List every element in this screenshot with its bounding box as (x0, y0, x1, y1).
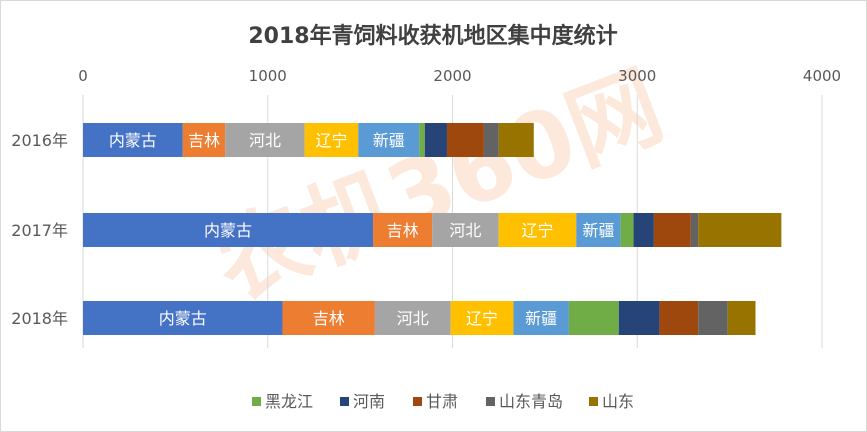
bar-segment (698, 301, 728, 335)
y-category-label: 2016年 (11, 131, 68, 150)
bar-segment (620, 213, 634, 247)
bar-data-label: 新疆 (373, 131, 405, 150)
y-category-label: 2017年 (11, 221, 68, 240)
bar-segment (446, 123, 484, 157)
bar-segment (568, 301, 619, 335)
bar-segment (304, 123, 359, 157)
bar-segment (483, 123, 499, 157)
bar-segment (83, 301, 283, 335)
bar-data-label: 吉林 (313, 309, 345, 328)
legend-label: 山东青岛 (499, 392, 563, 411)
legend-item: 黑龙江 (252, 392, 313, 411)
bar-segment (727, 301, 756, 335)
bar-data-label: 河北 (249, 131, 281, 150)
x-tick-label: 4000 (803, 67, 841, 85)
legend: 黑龙江 河南 甘肃 山东青岛 山东 (252, 392, 634, 411)
bar-data-label: 内蒙古 (159, 309, 207, 328)
bar-segment (419, 123, 425, 157)
bar-segment (659, 301, 699, 335)
bar-segment (498, 213, 577, 247)
bar-data-label: 辽宁 (521, 221, 553, 240)
bar-segment (576, 213, 621, 247)
legend-item: 山东 (589, 392, 634, 411)
bar-segment (633, 213, 654, 247)
bar-data-label: 吉林 (188, 131, 220, 150)
bar-data-label: 辽宁 (315, 131, 347, 150)
bar-row: 内蒙古 吉林 河北 辽宁 新疆 (83, 301, 756, 335)
legend-label: 甘肃 (426, 392, 458, 411)
bar-segment (83, 123, 183, 157)
bar-segment (182, 123, 226, 157)
bar-data-label: 河北 (449, 221, 481, 240)
bar-data-label: 新疆 (525, 309, 557, 328)
x-axis-ticks: 0 1000 2000 3000 4000 (78, 67, 841, 85)
bar-segment (424, 123, 447, 157)
bar-segment (690, 213, 699, 247)
watermark-text: 农机360网 (201, 52, 676, 320)
legend-item: 河南 (340, 392, 385, 411)
bar-data-label: 吉林 (387, 221, 419, 240)
y-category-label: 2018年 (11, 309, 68, 328)
bar-segment (225, 123, 305, 157)
bar-data-label: 内蒙古 (109, 131, 157, 150)
legend-swatch (413, 397, 422, 406)
legend-swatch (340, 397, 349, 406)
legend-item: 甘肃 (413, 392, 458, 411)
legend-swatch (252, 397, 261, 406)
legend-label: 黑龙江 (265, 392, 313, 411)
bar-data-label: 辽宁 (466, 309, 498, 328)
bar-segment (618, 301, 660, 335)
legend-swatch (486, 397, 495, 406)
bar-segment (282, 301, 375, 335)
bar-row: 内蒙古 吉林 河北 辽宁 新疆 (83, 123, 534, 157)
legend-label: 山东 (602, 392, 634, 411)
bar-segment (358, 123, 420, 157)
bar-segment (450, 301, 514, 335)
bar-data-label: 新疆 (582, 221, 614, 240)
chart-title: 2018年青饲料收获机地区集中度统计 (248, 23, 617, 49)
bar-segment (432, 213, 499, 247)
x-tick-label: 1000 (249, 67, 287, 85)
bar-segment (374, 301, 451, 335)
x-tick-label: 2000 (433, 67, 471, 85)
bar-segment (513, 301, 569, 335)
bar-segment (498, 123, 534, 157)
x-tick-label: 3000 (618, 67, 656, 85)
bar-segment (653, 213, 691, 247)
bar-segment (373, 213, 433, 247)
legend-label: 河南 (353, 392, 385, 411)
bar-segment (698, 213, 782, 247)
bar-data-label: 内蒙古 (204, 221, 252, 240)
legend-swatch (589, 397, 598, 406)
y-axis-categories: 2016年 2017年 2018年 (11, 131, 68, 328)
bar-data-label: 河北 (397, 309, 429, 328)
x-tick-label: 0 (78, 67, 88, 85)
bar-segment (83, 213, 374, 247)
bar-row: 内蒙古 吉林 河北 辽宁 新疆 (83, 213, 782, 247)
legend-item: 山东青岛 (486, 392, 563, 411)
